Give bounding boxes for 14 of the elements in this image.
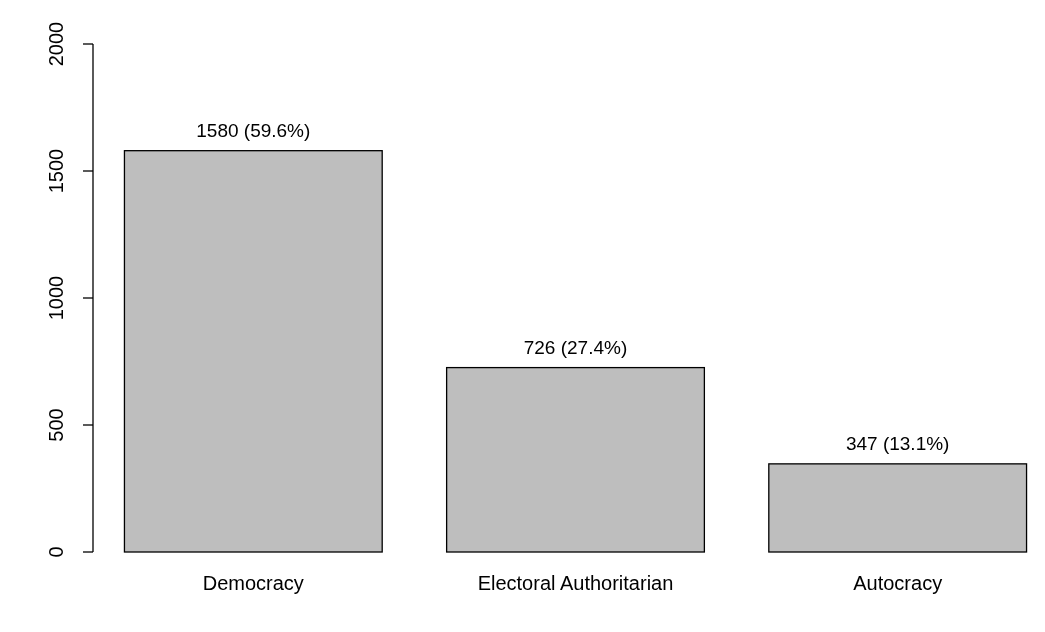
y-tick-label: 0 bbox=[45, 546, 67, 558]
data-label: 726 (27.4%) bbox=[523, 336, 628, 358]
bar bbox=[445, 366, 706, 553]
data-label: 1580 (59.6%) bbox=[196, 119, 311, 141]
bar bbox=[768, 463, 1028, 553]
y-tick-label: 500 bbox=[45, 408, 67, 442]
y-tick-label: 2000 bbox=[45, 21, 67, 67]
x-tick-label: Democracy bbox=[202, 572, 304, 594]
x-tick-label: Autocracy bbox=[853, 572, 943, 594]
x-tick-label: Electoral Authoritarian bbox=[477, 572, 674, 594]
y-tick-label: 1500 bbox=[45, 148, 67, 194]
y-tick-label: 1000 bbox=[45, 275, 67, 321]
bar bbox=[123, 150, 383, 553]
data-label: 347 (13.1%) bbox=[845, 432, 950, 454]
